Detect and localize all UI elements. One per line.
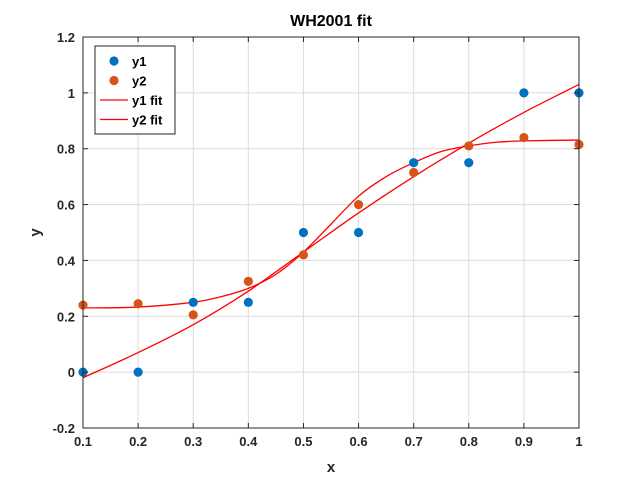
series-y2-point <box>409 167 419 178</box>
series-y1-point <box>519 88 529 98</box>
x-tick-label: 1 <box>575 434 582 449</box>
x-tick-label: 0.5 <box>294 434 312 449</box>
y-tick-label: 1 <box>68 86 75 101</box>
plot-area <box>78 83 584 379</box>
y-tick-label: 0.2 <box>57 309 75 324</box>
y-tick-label: 1.2 <box>57 30 75 45</box>
series-y2-point <box>133 299 143 309</box>
x-tick-label: 0.4 <box>239 434 258 449</box>
legend-label: y2 <box>132 74 146 89</box>
legend-label: y1 fit <box>132 93 163 108</box>
x-tick-label: 0.1 <box>74 434 92 449</box>
y-axis-ticks: -0.2 0 0.2 0.4 0.6 0.8 1 1.2 <box>53 30 579 436</box>
legend: y1 y2 y1 fit y2 fit <box>94 45 176 135</box>
series-y2-point <box>243 276 253 286</box>
series-y1-point <box>133 367 143 377</box>
series-y2-point <box>188 310 198 320</box>
x-tick-label: 0.3 <box>184 434 202 449</box>
series-y1-point <box>353 227 364 238</box>
x-axis-ticks: 0.1 0.2 0.3 0.4 0.5 0.6 0.7 0.8 0.9 1 <box>74 37 583 449</box>
chart-title: WH2001 fit <box>290 13 372 30</box>
y-tick-label: 0.4 <box>57 253 76 268</box>
series-y2-point <box>353 199 364 210</box>
series-y2-point <box>519 132 529 143</box>
legend-label: y2 fit <box>132 113 163 128</box>
y-tick-label: 0.6 <box>57 198 75 213</box>
legend-marker <box>109 56 119 66</box>
series-y1-fit-line <box>82 83 580 379</box>
series-y1-point <box>464 158 474 168</box>
series-y1-point <box>243 297 253 307</box>
x-tick-label: 0.6 <box>350 434 368 449</box>
axes-box <box>82 36 580 429</box>
series-y1-point <box>298 227 309 238</box>
x-tick-label: 0.9 <box>515 434 533 449</box>
series-y1-point <box>409 158 419 168</box>
x-tick-label: 0.7 <box>405 434 423 449</box>
series-y2-point <box>464 141 474 151</box>
x-tick-label: 0.2 <box>129 434 147 449</box>
legend-label: y1 <box>132 54 146 69</box>
y-tick-label: 0.8 <box>57 142 75 157</box>
series-y2-point <box>298 250 309 260</box>
x-tick-label: 0.8 <box>460 434 478 449</box>
series-y2-fit-line <box>82 139 580 309</box>
y-axis-label: y <box>27 228 44 237</box>
x-axis-label: x <box>327 459 336 476</box>
series-y1-point <box>188 297 198 307</box>
legend-marker <box>109 75 119 86</box>
y-tick-label: -0.2 <box>53 421 75 436</box>
y-tick-label: 0 <box>68 365 75 380</box>
